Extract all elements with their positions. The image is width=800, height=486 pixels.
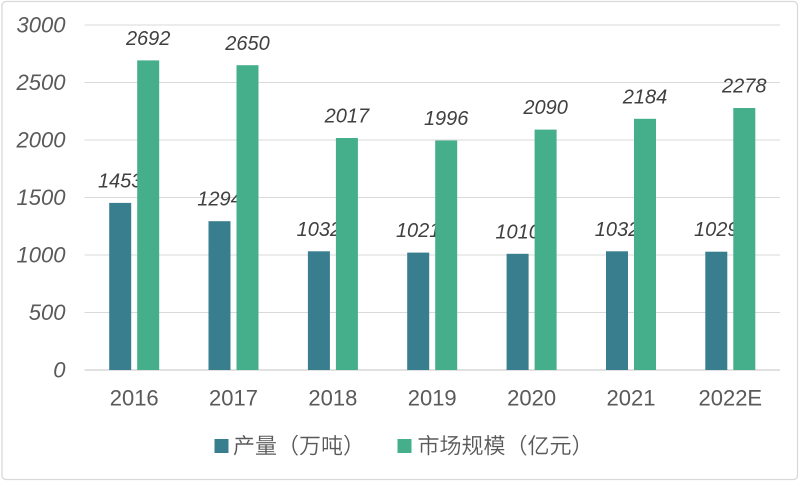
svg-text:1032: 1032 (595, 219, 640, 241)
svg-text:2650: 2650 (224, 33, 270, 55)
svg-text:2019: 2019 (408, 386, 457, 411)
svg-text:1000: 1000 (17, 243, 67, 268)
svg-text:2020: 2020 (507, 386, 556, 411)
svg-text:1500: 1500 (17, 185, 67, 210)
svg-text:1453: 1453 (98, 170, 143, 192)
svg-text:0: 0 (53, 358, 66, 383)
svg-text:1032: 1032 (297, 219, 342, 241)
svg-text:2500: 2500 (16, 70, 67, 95)
svg-text:3000: 3000 (17, 13, 67, 38)
svg-text:2000: 2000 (16, 128, 67, 153)
svg-text:1010: 1010 (495, 221, 540, 243)
svg-text:2018: 2018 (308, 386, 357, 411)
svg-text:500: 500 (29, 300, 66, 325)
svg-text:1021: 1021 (396, 220, 441, 242)
svg-text:1996: 1996 (424, 108, 469, 130)
svg-text:1294: 1294 (197, 189, 242, 211)
svg-text:2021: 2021 (607, 386, 656, 411)
svg-text:2016: 2016 (110, 386, 159, 411)
svg-text:2017: 2017 (324, 106, 370, 128)
svg-text:2278: 2278 (721, 76, 767, 98)
svg-text:2022E: 2022E (698, 386, 762, 411)
svg-text:2017: 2017 (209, 386, 258, 411)
svg-text:1029: 1029 (694, 219, 739, 241)
svg-text:2692: 2692 (125, 28, 171, 50)
svg-text:2090: 2090 (522, 97, 568, 119)
svg-text:2184: 2184 (622, 86, 668, 108)
